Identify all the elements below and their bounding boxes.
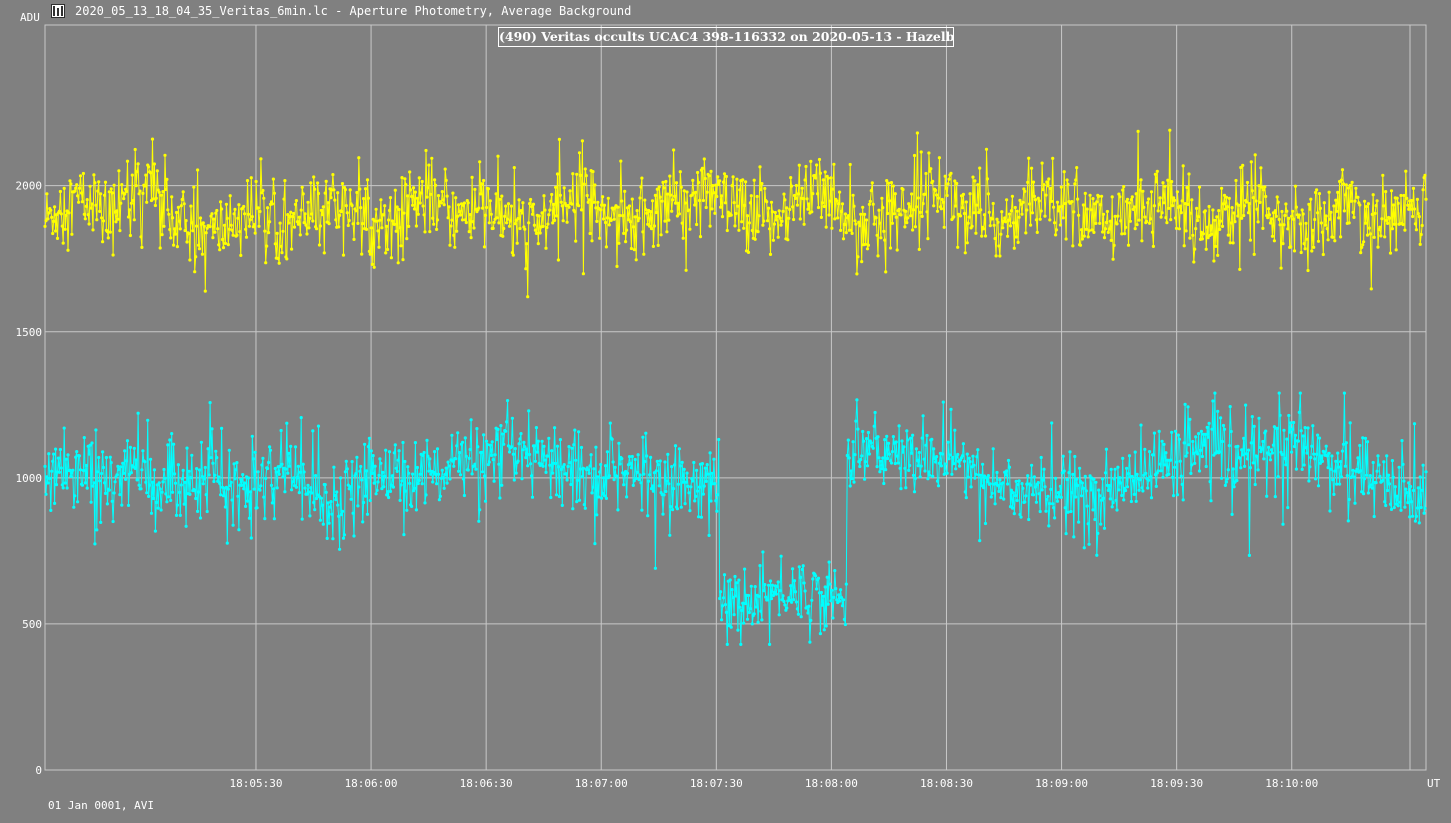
x-tick-label: 18:07:30	[690, 777, 743, 790]
x-tick-label: 18:08:30	[920, 777, 973, 790]
grid-layer	[45, 25, 1426, 770]
series-1	[43, 128, 1428, 299]
series-2	[43, 391, 1428, 646]
chart-title: (490) Veritas occults UCAC4 398-116332 o…	[498, 27, 954, 47]
app-icon[interactable]	[51, 4, 65, 18]
y-tick-label: 0	[35, 764, 42, 777]
series-points	[43, 391, 1428, 646]
plot-frame	[44, 24, 1427, 771]
window-header: 2020_05_13_18_04_35_Veritas_6min.lc - Ap…	[0, 0, 1451, 24]
window-title: 2020_05_13_18_04_35_Veritas_6min.lc - Ap…	[75, 4, 632, 18]
tick-labels: 0 500 1000 1500 2000 18:05:30 18:06:00 18:06:30…	[16, 180, 1319, 790]
series-points	[43, 128, 1428, 299]
series-line	[44, 393, 1427, 645]
y-axis-label: ADU	[20, 11, 40, 24]
axes-layer	[44, 24, 1427, 771]
x-tick-label: 18:10:00	[1265, 777, 1318, 790]
x-tick-label: 18:08:00	[805, 777, 858, 790]
x-tick-label: 18:09:00	[1035, 777, 1088, 790]
x-tick-label: 18:06:30	[460, 777, 513, 790]
x-tick-label: 18:05:30	[229, 777, 282, 790]
x-tick-label: 18:07:00	[575, 777, 628, 790]
footer-note: 01 Jan 0001, AVI	[48, 799, 154, 812]
x-tick-label: 18:09:30	[1150, 777, 1203, 790]
y-tick-label: 500	[22, 618, 42, 631]
series-line	[44, 130, 1427, 297]
x-tick-label: 18:06:00	[345, 777, 398, 790]
x-axis-label: UT	[1427, 777, 1441, 790]
y-tick-label: 1500	[16, 326, 43, 339]
series-layer	[43, 128, 1428, 646]
y-tick-label: 1000	[16, 472, 43, 485]
y-tick-label: 2000	[16, 180, 43, 193]
